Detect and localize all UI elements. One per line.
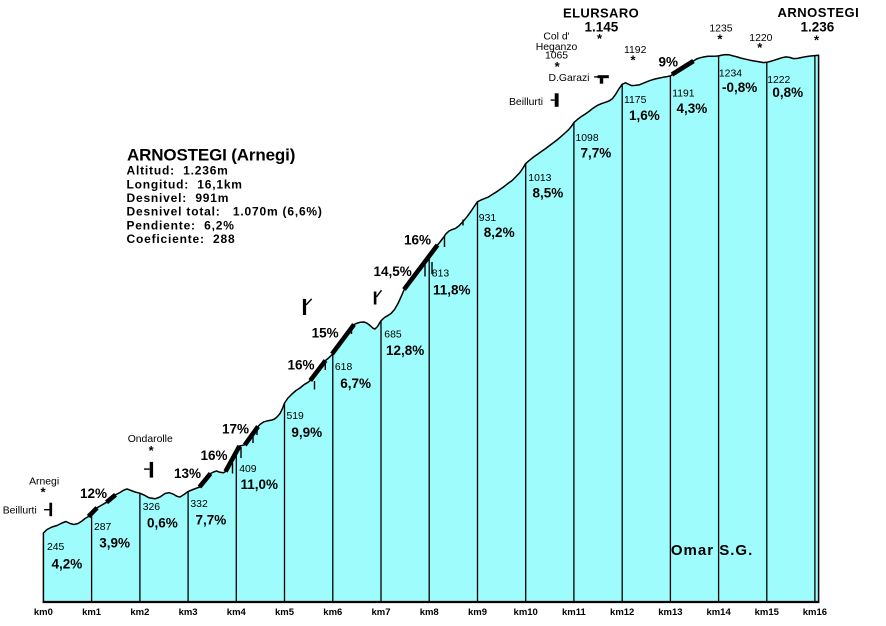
svg-text:931: 931 <box>479 213 497 224</box>
svg-text:4,2%: 4,2% <box>52 556 83 571</box>
svg-text:km13: km13 <box>658 607 682 618</box>
svg-text:km5: km5 <box>275 607 295 618</box>
svg-text:16%: 16% <box>201 448 228 463</box>
svg-text:km10: km10 <box>514 607 538 618</box>
svg-text:*: * <box>757 40 763 55</box>
svg-text:9%: 9% <box>659 55 679 70</box>
svg-text:1,6%: 1,6% <box>629 108 660 123</box>
svg-text:7,7%: 7,7% <box>196 513 227 528</box>
svg-text:km8: km8 <box>420 607 439 618</box>
svg-text:6,7%: 6,7% <box>340 376 371 391</box>
svg-text:ARNOSTEGI: ARNOSTEGI <box>778 5 860 20</box>
svg-text:3,9%: 3,9% <box>99 536 130 551</box>
svg-text:Beillurti: Beillurti <box>3 506 37 517</box>
svg-text:1192: 1192 <box>624 45 647 56</box>
svg-text:D.Garazi: D.Garazi <box>549 73 590 84</box>
svg-text:685: 685 <box>384 330 402 341</box>
svg-text:km14: km14 <box>706 607 731 618</box>
svg-text:*: * <box>717 31 723 46</box>
svg-text:*: * <box>814 33 820 48</box>
svg-text:km15: km15 <box>755 607 780 618</box>
svg-text:12%: 12% <box>80 486 107 501</box>
svg-text:*: * <box>597 31 603 46</box>
svg-text:1191: 1191 <box>672 88 695 99</box>
svg-text:km11: km11 <box>562 607 586 618</box>
svg-text:km3: km3 <box>179 607 198 618</box>
svg-text:Pendiente: 6,2%: Pendiente: 6,2% <box>127 218 235 232</box>
svg-text:km9: km9 <box>468 607 487 618</box>
svg-text:Coeficiente: 288: Coeficiente: 288 <box>127 232 236 246</box>
svg-text:1013: 1013 <box>528 173 551 184</box>
svg-text:Col d': Col d' <box>543 32 569 43</box>
svg-text:Omar S.G.: Omar S.G. <box>671 542 753 559</box>
svg-text:4,3%: 4,3% <box>677 101 708 116</box>
svg-text:*: * <box>40 485 46 500</box>
svg-text:*: * <box>555 59 561 74</box>
svg-text:14,5%: 14,5% <box>374 264 412 279</box>
svg-text:Desnivel: 991m: Desnivel: 991m <box>127 191 230 205</box>
svg-text:ARNOSTEGI (Arnegi): ARNOSTEGI (Arnegi) <box>127 146 295 165</box>
svg-text:519: 519 <box>287 411 305 422</box>
svg-text:*: * <box>630 53 636 68</box>
svg-text:17%: 17% <box>222 422 249 437</box>
svg-text:618: 618 <box>335 362 353 373</box>
svg-text:1065: 1065 <box>545 51 568 62</box>
svg-text:813: 813 <box>432 268 450 279</box>
svg-text:326: 326 <box>143 502 161 513</box>
svg-text:1.236: 1.236 <box>801 20 835 35</box>
svg-text:Beillurti: Beillurti <box>509 97 543 108</box>
svg-text:Longitud: 16,1km: Longitud: 16,1km <box>127 177 243 191</box>
svg-text:15%: 15% <box>312 325 339 340</box>
svg-text:1235: 1235 <box>709 24 732 35</box>
svg-text:km0: km0 <box>34 607 53 618</box>
svg-text:Ondarolle: Ondarolle <box>128 434 173 445</box>
svg-text:13%: 13% <box>174 466 201 481</box>
svg-text:16%: 16% <box>288 358 315 373</box>
svg-text:Arnegi: Arnegi <box>29 476 59 487</box>
svg-text:8,5%: 8,5% <box>533 186 564 201</box>
svg-text:km7: km7 <box>371 607 390 618</box>
svg-text:ELURSARO: ELURSARO <box>563 6 639 21</box>
svg-text:12,8%: 12,8% <box>386 343 424 358</box>
svg-text:1222: 1222 <box>767 75 790 86</box>
svg-text:km16: km16 <box>803 607 827 618</box>
svg-text:km2: km2 <box>130 607 149 618</box>
svg-text:km4: km4 <box>227 607 247 618</box>
svg-text:-0,8%: -0,8% <box>722 80 757 95</box>
svg-text:8,2%: 8,2% <box>484 225 515 240</box>
svg-text:*: * <box>149 443 155 458</box>
svg-text:1098: 1098 <box>576 133 599 144</box>
svg-text:7,7%: 7,7% <box>581 146 612 161</box>
svg-text:km1: km1 <box>82 607 102 618</box>
svg-text:Desnivel total: 1.070m (6,6%: Desnivel total: 1.070m (6,6%) <box>127 205 323 219</box>
svg-text:km6: km6 <box>323 607 342 618</box>
svg-text:409: 409 <box>239 464 257 475</box>
svg-text:332: 332 <box>190 499 208 510</box>
svg-text:km12: km12 <box>610 607 634 618</box>
svg-text:287: 287 <box>94 522 112 533</box>
svg-text:1220: 1220 <box>749 33 772 44</box>
svg-text:245: 245 <box>47 542 65 553</box>
svg-text:9,9%: 9,9% <box>291 425 322 440</box>
svg-text:11,0%: 11,0% <box>241 477 279 492</box>
svg-text:0,6%: 0,6% <box>147 515 178 530</box>
svg-text:0,8%: 0,8% <box>772 85 803 100</box>
svg-text:11,8%: 11,8% <box>433 282 471 297</box>
svg-text:Heganzo: Heganzo <box>536 42 578 53</box>
svg-text:1.145: 1.145 <box>585 20 619 35</box>
svg-text:16%: 16% <box>404 232 431 247</box>
svg-text:1175: 1175 <box>624 95 647 106</box>
svg-text:1234: 1234 <box>719 69 742 80</box>
svg-text:Altitud: 1.236m: Altitud: 1.236m <box>127 164 229 178</box>
